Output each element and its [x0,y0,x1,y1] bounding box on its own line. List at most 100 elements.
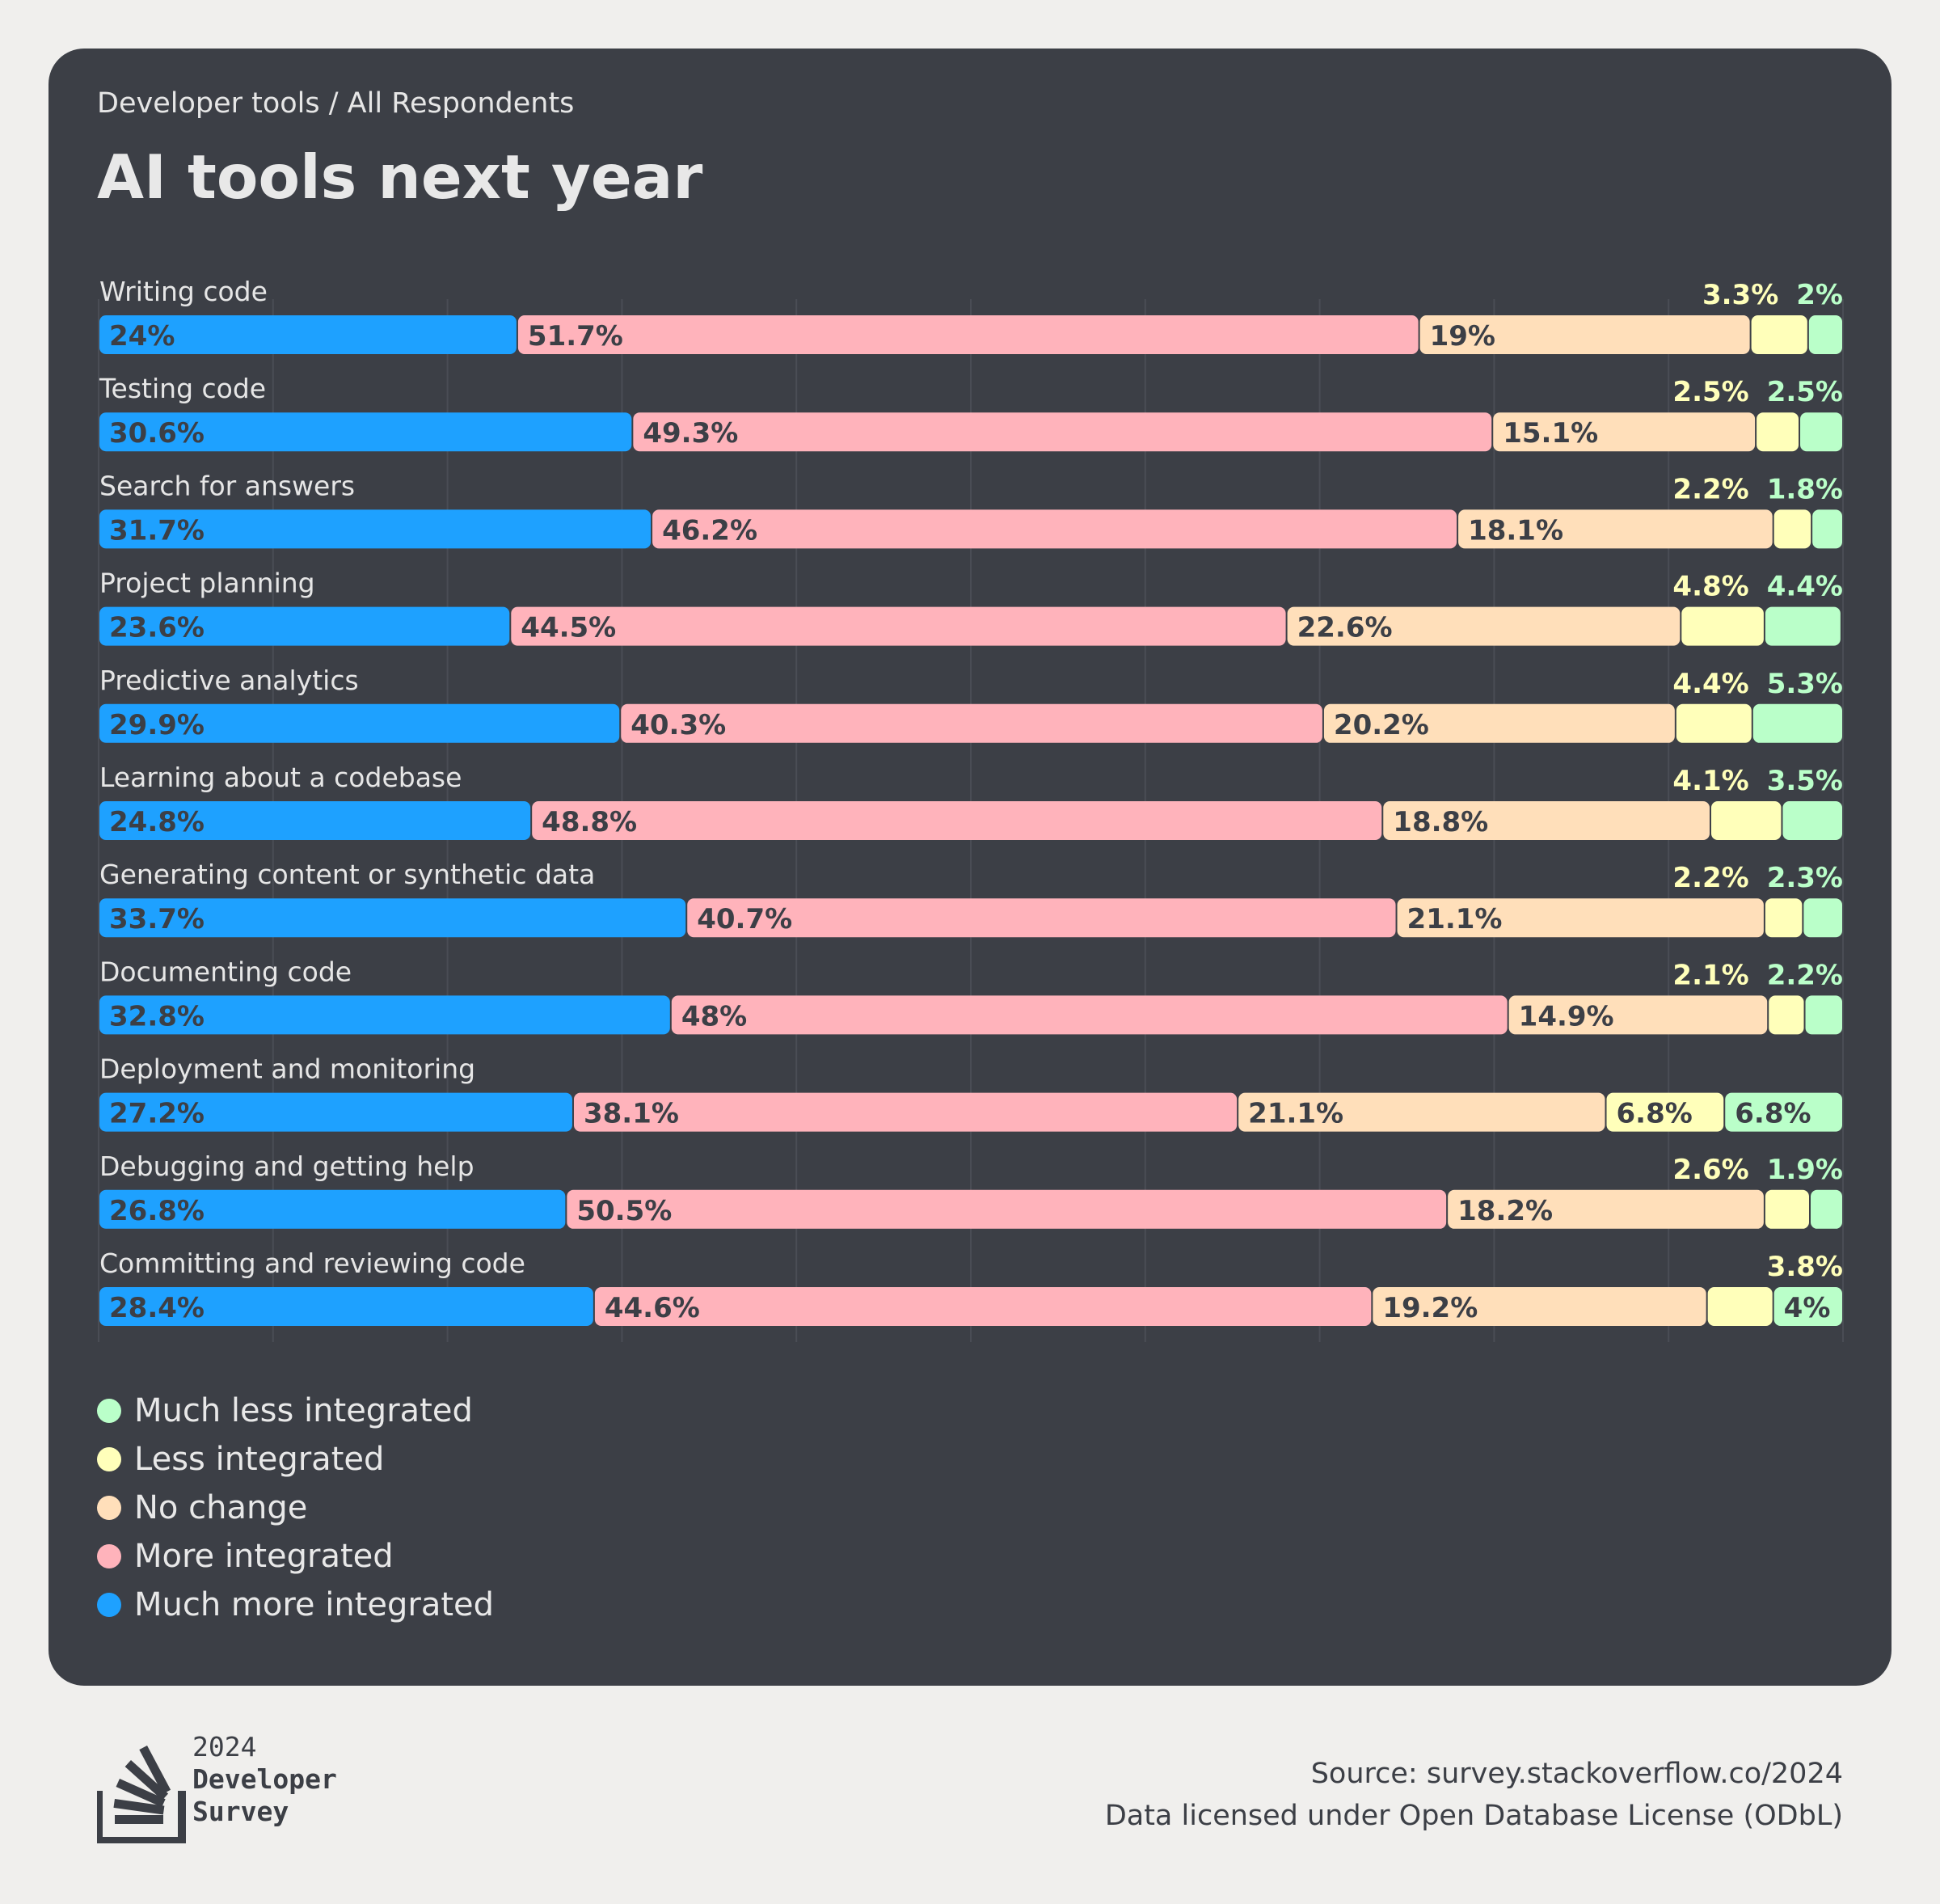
bar-segment [99,995,670,1035]
bar-segment [1800,412,1842,452]
category-label: Learning about a codebase [99,762,462,793]
logo-year: 2024 [192,1731,257,1763]
bar-segment [99,606,510,646]
bar-segment [652,509,1457,549]
data-label: 21.1% [1248,1098,1343,1130]
bar-segment [99,1189,566,1229]
logo-line1: Developer [192,1763,337,1795]
data-label: 48% [681,1000,747,1032]
data-label: 38.1% [584,1098,679,1130]
data-label: 51.7% [528,320,623,353]
category-label: Documenting code [99,956,352,987]
data-label: 31.7% [109,514,205,547]
data-label: 44.6% [605,1292,700,1324]
license-text: Data licensed under Open Database Licens… [1104,1800,1843,1832]
bar-segment [594,1287,1372,1326]
data-label-callout: 1.9% [1767,1154,1843,1186]
legend-item: Much less integrated [97,1387,494,1435]
bar-segment [99,315,517,354]
data-label-callout: 4.8% [1672,571,1748,603]
data-label: 32.8% [109,1000,205,1032]
category-label: Writing code [99,276,268,307]
data-label: 18.1% [1468,514,1563,547]
data-label: 49.3% [643,417,738,450]
bar-segment [1769,995,1804,1035]
data-label: 22.6% [1297,612,1393,644]
bar-segment [1681,606,1764,646]
data-label-callout: 2.5% [1767,376,1843,408]
page-title: AI tools next year [97,141,703,213]
bar-segment [1757,412,1799,452]
data-label: 15.1% [1503,417,1598,450]
data-label-callout: 3.8% [1767,1251,1843,1283]
data-label: 6.8% [1617,1098,1693,1130]
data-label: 44.5% [521,612,616,644]
category-label: Project planning [99,568,315,599]
bar-segment [1606,1092,1724,1132]
category-label: Testing code [99,373,266,404]
legend-swatch [97,1447,121,1471]
category-label: Generating content or synthetic data [99,859,595,890]
bar-segment [1752,703,1842,743]
bar-segment [1419,315,1750,354]
legend-item: No change [97,1484,494,1532]
bar-segment [99,703,620,743]
bar-segment [633,412,1492,452]
data-label: 4% [1784,1292,1831,1324]
bar-segment [1808,315,1842,354]
bar-segment [687,898,1396,938]
category-label: Deployment and monitoring [99,1053,475,1085]
data-label: 21.1% [1407,903,1503,935]
data-label-callout: 4.4% [1672,668,1748,700]
bar-segment [99,898,686,938]
data-label: 33.7% [109,903,205,935]
bar-segment [1458,509,1773,549]
bar-segment [1448,1189,1764,1229]
legend-swatch [97,1496,121,1520]
data-label: 40.3% [630,709,726,741]
data-label-callout: 2% [1796,279,1843,311]
bar-segment [1773,1287,1842,1326]
data-label: 46.2% [662,514,757,547]
bar-segment [1812,509,1842,549]
bar-segment [1773,509,1811,549]
data-label-callout: 5.3% [1767,668,1843,700]
legend-swatch [97,1593,121,1617]
data-label: 6.8% [1735,1098,1811,1130]
data-label: 20.2% [1334,709,1429,741]
legend-label: Less integrated [134,1441,385,1478]
bar-segment [1810,1189,1842,1229]
legend-item: Much more integrated [97,1581,494,1629]
bar-segment [567,1189,1447,1229]
legend-item: More integrated [97,1532,494,1581]
data-label-callout: 2.2% [1767,959,1843,991]
legend-label: Much less integrated [134,1392,473,1429]
bar-segment [1383,801,1710,840]
bar-segment [1397,898,1764,938]
data-label-callout: 3.3% [1702,279,1778,311]
source-text: Source: survey.stackoverflow.co/2024 [1310,1758,1843,1790]
bar-segment [1287,606,1681,646]
bar-segment [99,509,652,549]
category-label: Committing and reviewing code [99,1248,525,1279]
data-label-callout: 2.1% [1672,959,1748,991]
bar-segment [1765,606,1841,646]
bar-segment [517,315,1419,354]
data-label-callout: 2.2% [1672,473,1748,505]
bar-segment [1676,703,1752,743]
data-label: 19% [1430,320,1495,353]
legend-item: Less integrated [97,1435,494,1484]
category-label: Search for answers [99,470,355,501]
data-label-callout: 2.5% [1672,376,1748,408]
bar-segment [532,801,1382,840]
bar-segment [671,995,1508,1035]
bar-segment [1803,898,1842,938]
stack-logo-icon [97,1746,186,1843]
data-label: 24% [109,320,175,353]
data-label: 48.8% [542,806,637,838]
bar-segment [1805,995,1842,1035]
data-label: 29.9% [109,709,205,741]
bar-segment [1751,315,1807,354]
data-label-callout: 2.6% [1672,1154,1748,1186]
